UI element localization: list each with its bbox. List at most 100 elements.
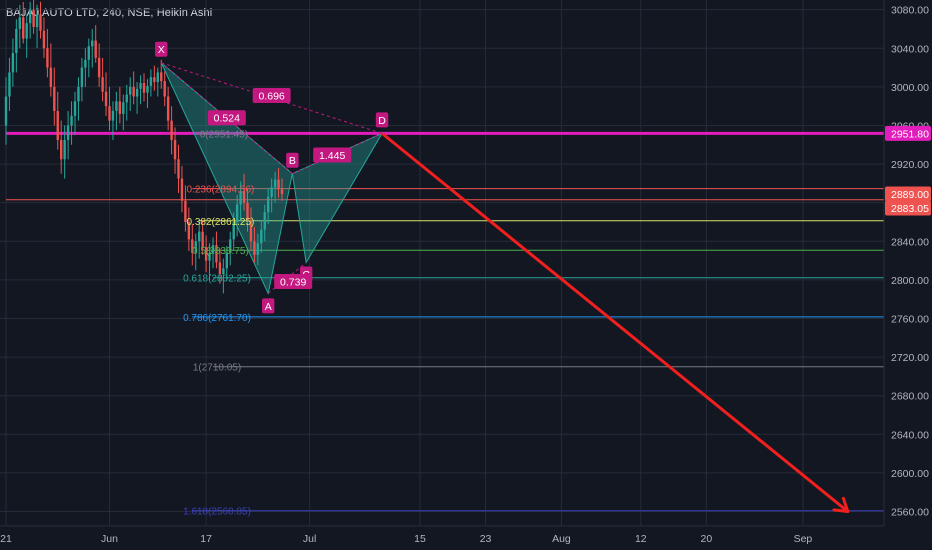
candle-body	[232, 221, 235, 240]
fib-level-label: 0.236(2894.56)	[187, 185, 255, 196]
forecast-arrow-head	[841, 496, 850, 514]
pattern-badge	[274, 273, 313, 289]
candle-body	[118, 101, 122, 114]
candle-body	[125, 94, 128, 103]
pattern-badge-label: D	[378, 115, 386, 127]
fib-level-label: 0.382(2861.25)	[187, 217, 255, 228]
pattern-badge	[155, 41, 168, 57]
price-tick-label: 2600.00	[891, 468, 929, 480]
candle-body	[142, 83, 146, 93]
fib-level-label: 0.786(2761.70)	[183, 313, 251, 324]
price-badge-label: 2889.00	[891, 189, 929, 201]
candle-body	[177, 159, 180, 179]
candle-body	[280, 189, 284, 194]
candle-body	[256, 243, 260, 255]
candle-body	[132, 86, 135, 97]
candle-body	[84, 59, 87, 68]
candle-body	[104, 91, 108, 107]
price-tick-label: 2640.00	[891, 429, 929, 441]
candle-body	[94, 40, 97, 58]
candle-body	[170, 120, 173, 140]
candle-body	[191, 239, 194, 253]
forecast-arrow	[381, 132, 849, 513]
pattern-badge	[252, 88, 291, 104]
candle-body	[184, 200, 187, 222]
candle-body	[229, 239, 232, 253]
pattern-badge-label: 0.739	[280, 276, 306, 288]
pattern-badge-label: X	[158, 44, 165, 56]
candle-body	[201, 231, 204, 248]
candle-body	[215, 245, 218, 263]
candle-body	[222, 268, 225, 275]
candle-body	[235, 204, 239, 222]
candle-body	[77, 86, 80, 102]
price-tick-label: 2840.00	[891, 236, 929, 248]
candle-body	[108, 106, 111, 121]
pattern-badge-label: 1.445	[319, 150, 345, 162]
fib-level-label: 1.618(2560.85)	[183, 507, 251, 518]
price-badge	[885, 186, 931, 202]
candle-body	[173, 139, 177, 160]
price-tick-label: 3040.00	[891, 43, 929, 55]
price-badge-label: 2883.05	[891, 203, 929, 215]
candle-body	[129, 86, 132, 95]
price-tick-label: 2680.00	[891, 391, 929, 403]
candle-body	[60, 139, 63, 160]
candle-body	[28, 9, 32, 24]
candle-body	[87, 46, 90, 60]
candle-body	[260, 229, 263, 244]
candle-body	[32, 9, 35, 28]
time-tick-label: Jun	[101, 533, 118, 545]
candle-body	[218, 262, 222, 275]
candle-body	[180, 178, 184, 201]
time-tick-label: Aug	[552, 533, 571, 545]
candle-body	[122, 102, 125, 114]
candle-body	[91, 40, 94, 47]
fib-level-label: 0(2951.45)	[200, 130, 248, 141]
price-axis	[884, 0, 932, 550]
pattern-badge	[262, 298, 275, 314]
candle-body	[15, 28, 18, 54]
pattern-badge	[286, 152, 299, 168]
time-tick-label: 23	[480, 533, 492, 545]
candle-body	[73, 101, 77, 116]
candle-body	[115, 101, 118, 111]
price-tick-label: 2560.00	[891, 507, 929, 519]
price-tick-label: 2800.00	[891, 275, 929, 287]
fib-level-label: 0.618(2802.25)	[183, 274, 251, 285]
candle-body	[11, 53, 15, 73]
candle-body	[80, 67, 84, 87]
pattern-badge	[375, 112, 389, 128]
candle-body	[156, 72, 159, 83]
candle-body	[35, 14, 39, 28]
candle-body	[211, 245, 215, 253]
candle-body	[198, 231, 201, 242]
candle-body	[208, 252, 211, 261]
price-badge	[885, 125, 931, 141]
candle-body	[53, 86, 56, 111]
candle-body	[263, 212, 266, 230]
candle-body	[39, 14, 42, 31]
candle-body	[225, 252, 228, 269]
time-tick-label: Sep	[794, 533, 813, 545]
candle-body	[101, 77, 104, 92]
candle-body	[66, 125, 70, 140]
candle-body	[270, 187, 273, 197]
candle-body	[56, 110, 59, 140]
candle-body	[22, 17, 25, 39]
time-tick-label: 15	[414, 533, 426, 545]
candle-body	[194, 241, 197, 253]
candle-body	[187, 221, 191, 240]
time-tick-label: 12	[635, 533, 647, 545]
pattern-badge-label: 0.524	[214, 113, 240, 125]
candle-body	[139, 83, 142, 89]
candle-body	[166, 96, 170, 121]
price-tick-label: 2760.00	[891, 313, 929, 325]
time-tick-label: Jul	[303, 533, 316, 545]
pattern-badge	[207, 110, 246, 126]
candle-body	[160, 72, 163, 82]
candle-body	[163, 81, 166, 97]
candle-body	[70, 115, 73, 126]
pattern-badge	[313, 147, 352, 163]
